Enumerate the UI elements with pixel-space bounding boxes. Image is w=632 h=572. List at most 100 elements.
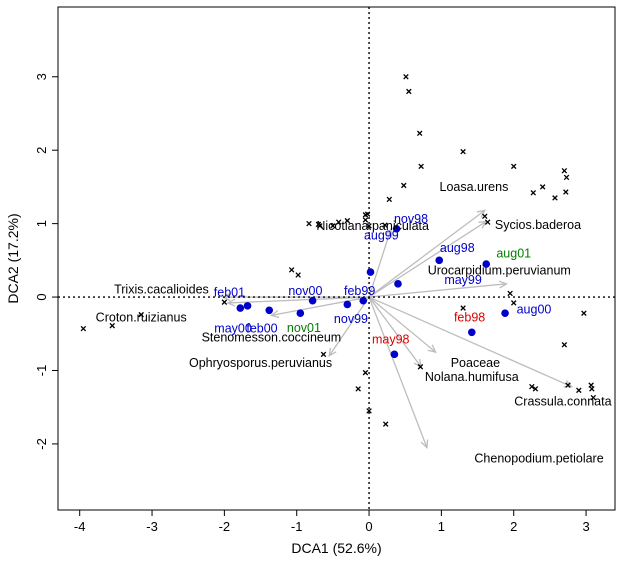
species-point-22: [460, 148, 466, 155]
species-point-25: [507, 290, 513, 297]
species-label-8: Poaceae: [451, 356, 500, 370]
x-tick-label-2: -2: [219, 519, 231, 534]
species-point-16: [386, 196, 393, 203]
species-label-0: Loasa.urens: [440, 180, 509, 194]
axes: -4 -3 -2 -1 0 1 2 3 -2 -1 0 1 2 3: [34, 73, 590, 534]
site-label-4: may99: [444, 273, 482, 287]
site-point-13: [501, 309, 509, 318]
site-point-14: [390, 350, 399, 359]
species-arrowhead-8: [427, 344, 437, 354]
species-label-7: Ophryosporus.peruvianus: [189, 356, 332, 370]
site-point-5: [243, 302, 252, 310]
species-point-33: [320, 351, 327, 358]
site-label-3: aug01: [496, 247, 531, 261]
site-label-14: may98: [372, 333, 410, 347]
species-point-34: [355, 386, 361, 392]
species-point-30: [563, 174, 570, 181]
species-point-0: [80, 325, 87, 332]
species-point-49: [590, 394, 597, 401]
species-arrow-7: [328, 296, 370, 357]
reference-lines: [58, 7, 615, 510]
y-tick-label-3: 1: [34, 220, 49, 227]
species-point-2: [138, 311, 144, 318]
species-points: [80, 73, 597, 427]
species-arrowhead-0: [476, 209, 486, 218]
y-tick-label-2: 0: [34, 293, 49, 300]
site-label-11: nov99: [334, 312, 368, 326]
site-point-12: [467, 328, 476, 337]
species-arrowhead-3: [498, 280, 508, 289]
site-label-10: nov01: [287, 321, 321, 335]
species-arrowhead-4: [221, 292, 231, 302]
y-axis-label: DCA2 (17.2%): [5, 213, 21, 303]
species-arrowhead-2: [384, 228, 393, 238]
species-label-4: Trixis.cacalioides: [114, 283, 209, 297]
species-label-2: Nicotiana.paniculata: [316, 219, 429, 233]
site-label-2: aug98: [440, 241, 475, 255]
x-tick-label-3: -1: [291, 519, 303, 534]
species-arrowhead-7: [328, 347, 337, 358]
species-label-3: Urocarpidium.peruvianum: [428, 264, 571, 278]
species-point-10: [344, 217, 351, 224]
species-point-1: [109, 322, 116, 329]
species-arrow-6: [271, 296, 370, 317]
species-arrow-8: [368, 296, 437, 353]
site-point-11: [343, 300, 352, 309]
y-tick-label-4: 2: [34, 147, 49, 154]
site-point-9: [265, 306, 274, 315]
species-point-13: [364, 211, 371, 217]
species-arrowhead-5: [226, 298, 236, 307]
species-point-26: [530, 190, 537, 196]
species-arrowhead-1: [478, 220, 488, 229]
x-tick-label-6: 2: [510, 519, 517, 534]
site-label-13: aug00: [517, 303, 552, 317]
species-point-35: [362, 369, 369, 376]
site-point-10: [296, 309, 305, 318]
species-point-9: [335, 219, 342, 225]
site-point-1: [366, 268, 375, 276]
species-point-27: [539, 184, 546, 190]
site-label-5: feb01: [214, 286, 245, 300]
site-point-0: [392, 224, 401, 233]
species-label-5: Croton.ruizianus: [96, 311, 187, 325]
site-label-1: aug99: [364, 228, 399, 242]
species-arrow-11: [368, 296, 428, 448]
site-point-2: [435, 256, 444, 265]
species-label-11: Chenopodium.petiolare: [474, 452, 603, 466]
species-point-5: [295, 272, 301, 278]
y-tick-label-5: 3: [34, 73, 49, 80]
site-point-3: [482, 260, 491, 268]
species-point-50: [315, 221, 322, 228]
site-point-8: [359, 296, 368, 305]
species-label-1: Sycios.baderoa: [495, 218, 581, 232]
species-point-48: [589, 386, 595, 392]
species-point-4: [288, 267, 295, 273]
species-point-46: [576, 387, 582, 394]
species-arrow-3: [368, 283, 507, 298]
species-point-41: [510, 300, 517, 306]
species-point-38: [417, 364, 424, 370]
species-label-6: Stenomesson.coccineum: [202, 330, 342, 344]
y-tick-label-1: -1: [34, 365, 49, 377]
species-point-40: [510, 163, 517, 170]
species-point-39: [460, 305, 466, 311]
species-point-24: [484, 219, 491, 225]
site-label-12: feb98: [454, 311, 485, 325]
site-label-7: nov00: [288, 284, 322, 298]
species-arrow-2: [368, 229, 392, 298]
site-point-4: [394, 280, 402, 288]
species-point-20: [416, 130, 423, 137]
species-arrow-5: [227, 296, 370, 304]
site-label-8: feb99: [344, 284, 375, 298]
species-point-14: [366, 223, 372, 229]
plot-frame: [57, 6, 616, 511]
species-point-43: [532, 386, 539, 392]
species-point-29: [561, 167, 568, 174]
species-point-31: [563, 189, 569, 195]
species-arrow-10: [368, 296, 572, 388]
species-point-42: [529, 383, 535, 390]
species-point-32: [581, 310, 587, 316]
x-axis-label: DCA1 (52.6%): [291, 540, 381, 556]
y-tick-label-0: -2: [34, 438, 49, 450]
